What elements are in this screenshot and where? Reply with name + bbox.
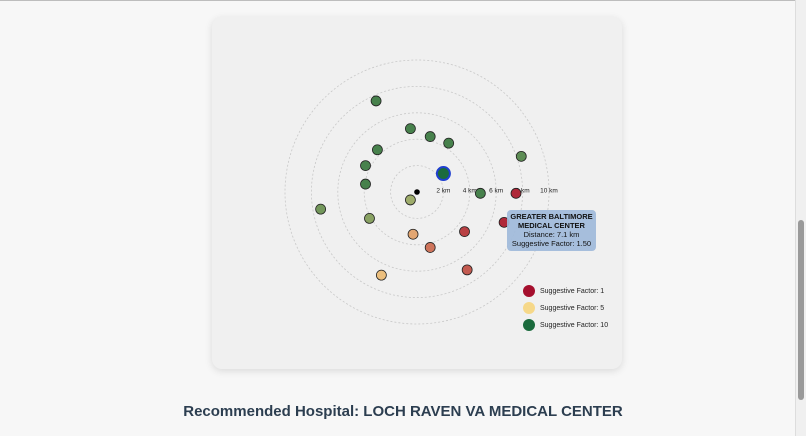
recommendation: Recommended Hospital: LOCH RAVEN VA MEDI… [183, 403, 623, 420]
hospital-point [371, 144, 383, 156]
hospital-point [370, 95, 382, 107]
tooltip-title: GREATER BALTIMORE MEDICAL CENTER [510, 212, 593, 230]
ring-label: 10 km [540, 188, 558, 195]
distance-ring [311, 86, 523, 298]
distance-ring [284, 59, 550, 325]
tooltip-distance: Distance: 7.1 km [523, 230, 580, 239]
distance-ring [390, 165, 444, 219]
legend-label: Suggestive Factor: 5 [540, 305, 604, 312]
ring-label: 2 km [436, 188, 450, 195]
hospital-point [474, 187, 486, 199]
ring-label: 6 km [489, 188, 503, 195]
hospital-point [424, 131, 436, 142]
ring-label: 4 km [463, 188, 477, 195]
hospital-point [459, 226, 470, 238]
hospital-point [461, 264, 473, 276]
hospital-point [315, 203, 327, 215]
legend-swatch [523, 319, 535, 331]
hospital-point [404, 194, 416, 206]
scroll-thumb[interactable] [798, 220, 804, 400]
legend-swatch [523, 302, 535, 314]
hospital-point [360, 160, 371, 172]
hospital-point [510, 187, 522, 199]
hospital-point [375, 269, 387, 281]
distance-ring [363, 138, 471, 246]
hospital-point [407, 228, 419, 240]
user-location [414, 189, 420, 195]
divider [0, 0, 795, 1]
distance-ring [337, 112, 497, 272]
legend-label: Suggestive Factor: 10 [540, 322, 608, 329]
hospital-point [424, 242, 436, 253]
ring-label: 8 km [516, 188, 530, 195]
selected-hospital [435, 166, 451, 182]
hospital-point [404, 123, 416, 135]
hospital-point [364, 212, 375, 224]
hospital-point [360, 178, 371, 190]
tooltip: GREATER BALTIMORE MEDICAL CENTER Distanc… [507, 210, 596, 251]
legend-swatch [523, 285, 535, 297]
scrollbar[interactable] [795, 0, 806, 436]
chart-card: 2 km 4 km 6 km 8 km 10 km Suggestive Factor: … [212, 17, 622, 369]
chart: 2 km 4 km 6 km 8 km 10 km Suggestive Factor: … [284, 59, 608, 331]
legend-label: Suggestive Factor: 1 [540, 288, 604, 295]
hospital-point [443, 137, 455, 149]
tooltip-factor: Suggestive Factor: 1.50 [511, 239, 592, 248]
hospital-point [515, 150, 527, 162]
